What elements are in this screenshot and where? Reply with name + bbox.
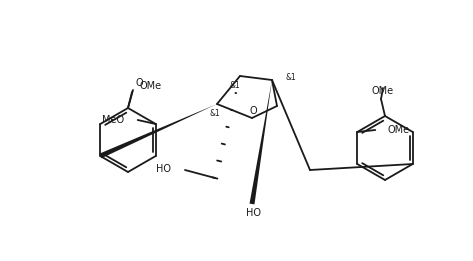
Text: O: O: [249, 106, 257, 116]
Text: &1: &1: [210, 109, 220, 117]
Polygon shape: [250, 80, 272, 204]
Text: HO: HO: [245, 208, 261, 218]
Text: OMe: OMe: [139, 81, 161, 91]
Text: &1: &1: [229, 80, 240, 90]
Text: OMe: OMe: [387, 125, 410, 135]
Text: HO: HO: [156, 164, 171, 174]
Text: MeO: MeO: [102, 115, 124, 125]
Text: O: O: [135, 78, 143, 88]
Text: &1: &1: [285, 74, 296, 82]
Polygon shape: [99, 104, 217, 158]
Text: OMe: OMe: [372, 86, 394, 96]
